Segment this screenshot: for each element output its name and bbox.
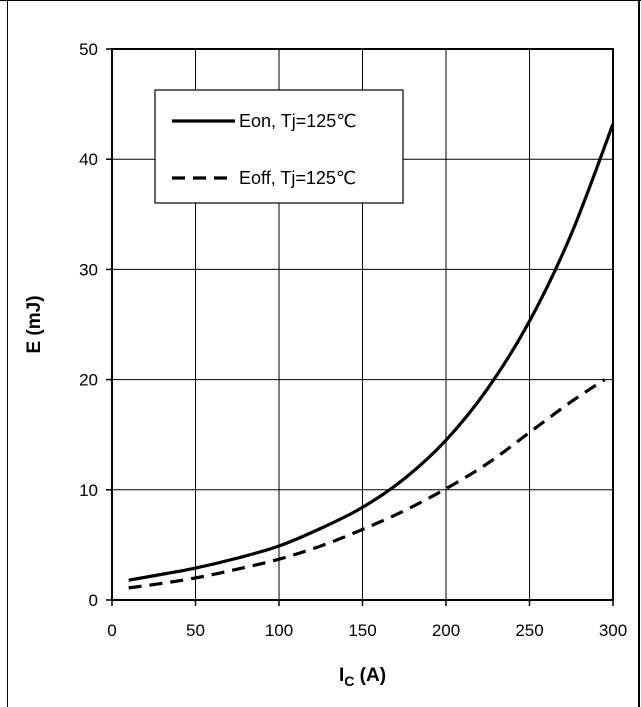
x-tick-labels: 0 50 100 150 200 250 300 <box>107 600 627 640</box>
x-axis-label-unit: (A) <box>354 665 386 686</box>
frame-right-border <box>638 0 640 707</box>
x-tick-label: 300 <box>599 621 627 640</box>
legend-label: Eon, Tj=125℃ <box>239 111 356 131</box>
frame-left-border <box>7 0 8 707</box>
x-tick-label: 100 <box>265 621 293 640</box>
y-tick-label: 0 <box>89 591 98 610</box>
series-line-eon <box>128 123 615 582</box>
x-axis-label-main: I <box>339 665 344 686</box>
x-tick-label: 150 <box>348 621 376 640</box>
x-tick-label: 200 <box>432 621 460 640</box>
x-axis-label: IC (A) <box>339 665 386 689</box>
x-tick-label: 50 <box>186 621 205 640</box>
y-tick-label: 10 <box>79 481 98 500</box>
legend-box <box>154 89 404 204</box>
frame-top-border <box>0 0 641 1</box>
y-tick-label: 50 <box>79 40 98 59</box>
legend: Eon, Tj=125℃ Eoff, Tj=125℃ <box>154 89 404 204</box>
x-tick-label: 0 <box>107 621 116 640</box>
data-series <box>128 123 615 590</box>
y-tick-label: 20 <box>79 371 98 390</box>
x-axis-label-subscript: C <box>344 673 354 689</box>
y-tick-label: 30 <box>79 260 98 279</box>
y-tick-labels: 0 10 20 30 40 50 <box>79 40 112 610</box>
y-tick-label: 40 <box>79 150 98 169</box>
y-axis-label: E (mJ) <box>24 295 45 353</box>
series-line-eoff <box>128 378 606 590</box>
legend-label: Eoff, Tj=125℃ <box>239 168 356 188</box>
x-tick-label: 250 <box>515 621 543 640</box>
